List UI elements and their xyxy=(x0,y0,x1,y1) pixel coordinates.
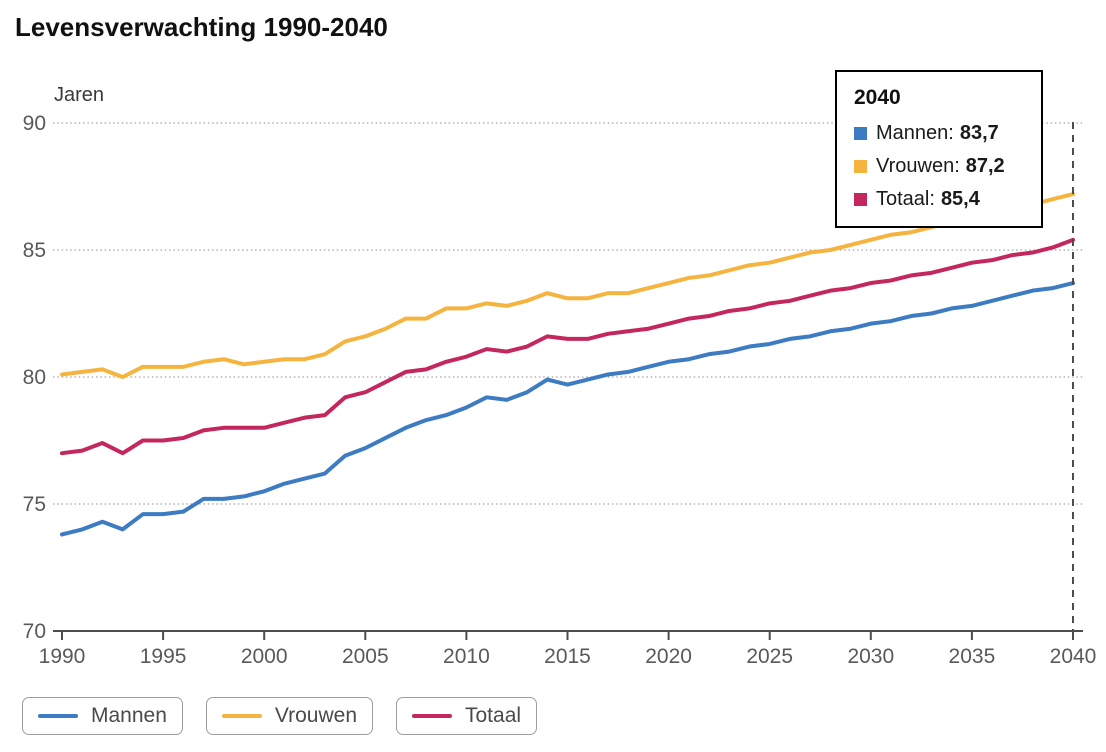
series-line-vrouwen xyxy=(60,192,1075,379)
x-tick-label: 2005 xyxy=(342,645,389,668)
y-tick-label: 90 xyxy=(23,112,46,135)
totaal-swatch-icon xyxy=(854,193,867,206)
tooltip-year: 2040 xyxy=(854,86,901,109)
y-tick-label: 85 xyxy=(23,239,46,262)
y-tick-label: 70 xyxy=(23,620,46,643)
tooltip-value-mannen: 83,7 xyxy=(959,122,999,144)
tooltip-value-vrouwen: 87,2 xyxy=(965,155,1005,177)
y-tick-label: 80 xyxy=(23,366,46,389)
x-tick-label: 2000 xyxy=(241,645,288,668)
tooltip-row-totaal: Totaal: 85,4 xyxy=(854,183,1041,216)
x-tick-label: 2010 xyxy=(443,645,490,668)
x-tick-label: 2020 xyxy=(645,645,692,668)
legend-label-vrouwen: Vrouwen xyxy=(274,704,357,727)
legend-item-totaal[interactable]: Totaal xyxy=(396,697,538,735)
mannen-line-swatch-icon xyxy=(38,714,78,718)
legend-item-vrouwen[interactable]: Vrouwen xyxy=(205,697,373,735)
y-axis-unit-label: Jaren xyxy=(54,84,105,106)
legend-item-mannen[interactable]: Mannen xyxy=(22,697,183,735)
mannen-swatch-icon xyxy=(854,127,867,140)
totaal-line-swatch-icon xyxy=(412,714,452,718)
tooltip-label-vrouwen: Vrouwen: xyxy=(876,155,960,177)
series-line-mannen xyxy=(60,281,1075,537)
vrouwen-swatch-icon xyxy=(854,160,867,173)
x-tick-label: 1995 xyxy=(140,645,187,668)
x-tick-label: 1990 xyxy=(39,645,86,668)
tooltip-label-mannen: Mannen: xyxy=(876,122,954,144)
tooltip-row-vrouwen: Vrouwen: 87,2 xyxy=(854,150,1041,183)
x-tick-label: 2040 xyxy=(1050,645,1097,668)
series-line-totaal xyxy=(60,237,1075,456)
x-tick-label: 2035 xyxy=(949,645,996,668)
x-tick-label: 2030 xyxy=(847,645,894,668)
vrouwen-line-swatch-icon xyxy=(221,714,262,718)
tooltip-row-mannen: Mannen: 83,7 xyxy=(854,117,1041,150)
line-chart-plot-area[interactable]: 70 75 80 85 90 1990 1995 2000 2005 2010 2015 2020 20… xyxy=(0,0,1106,695)
legend: Mannen Vrouwen Totaal xyxy=(22,697,538,735)
chart-title: Levensverwachting 1990-2040 xyxy=(15,12,388,42)
tooltip-value-totaal: 85,4 xyxy=(940,188,980,210)
x-tick-label: 2015 xyxy=(544,645,591,668)
tooltip-label-totaal: Totaal: xyxy=(876,188,935,210)
tooltip-box: 2040 Mannen: 83,7 Vrouwen: 87,2 Totaal: … xyxy=(835,70,1043,228)
y-tick-label: 75 xyxy=(23,493,46,516)
x-tick-label: 2025 xyxy=(746,645,793,668)
legend-label-totaal: Totaal xyxy=(465,704,522,727)
legend-label-mannen: Mannen xyxy=(91,704,167,727)
